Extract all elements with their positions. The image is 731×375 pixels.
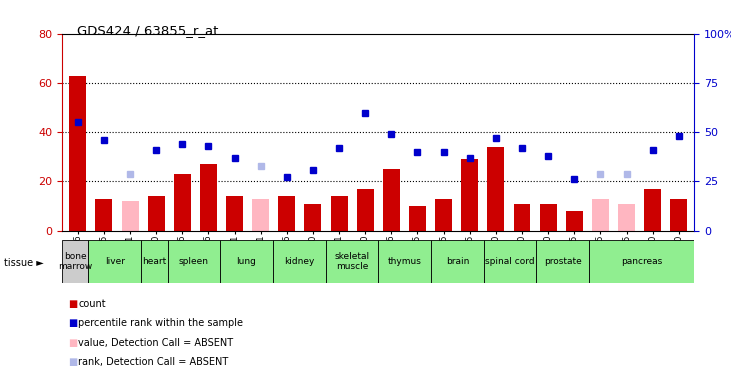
Text: tissue ►: tissue ►	[4, 258, 43, 267]
Text: ■: ■	[68, 299, 77, 309]
Bar	[461, 159, 478, 231]
Bar	[226, 196, 243, 231]
Text: heart: heart	[143, 257, 167, 266]
Bar	[431, 240, 484, 283]
Bar	[167, 240, 220, 283]
Bar	[566, 211, 583, 231]
Bar	[148, 196, 164, 231]
Bar	[252, 199, 269, 231]
Text: brain: brain	[446, 257, 469, 266]
Bar	[121, 201, 139, 231]
Text: ■: ■	[68, 318, 77, 328]
Text: prostate: prostate	[544, 257, 582, 266]
Bar	[488, 147, 504, 231]
Text: ■: ■	[68, 357, 77, 367]
Text: spinal cord: spinal cord	[485, 257, 535, 266]
Bar	[220, 240, 273, 283]
Bar	[305, 204, 322, 231]
Text: pancreas: pancreas	[621, 257, 662, 266]
Text: ■: ■	[68, 338, 77, 348]
Bar	[618, 204, 635, 231]
Text: percentile rank within the sample: percentile rank within the sample	[78, 318, 243, 328]
Bar	[539, 204, 556, 231]
Bar	[589, 240, 694, 283]
Text: kidney: kidney	[284, 257, 314, 266]
Text: count: count	[78, 299, 106, 309]
Bar	[279, 196, 295, 231]
Bar	[537, 240, 589, 283]
Text: liver: liver	[105, 257, 125, 266]
Bar	[96, 199, 113, 231]
Text: GDS424 / 63855_r_at: GDS424 / 63855_r_at	[77, 24, 218, 38]
Bar	[200, 164, 217, 231]
Text: value, Detection Call = ABSENT: value, Detection Call = ABSENT	[78, 338, 233, 348]
Text: bone
marrow: bone marrow	[58, 252, 92, 271]
Bar	[69, 76, 86, 231]
Bar	[435, 199, 452, 231]
Bar	[174, 174, 191, 231]
Bar	[513, 204, 531, 231]
Text: thymus: thymus	[387, 257, 422, 266]
Bar	[325, 240, 379, 283]
Bar	[357, 189, 374, 231]
Bar	[383, 169, 400, 231]
Bar	[484, 240, 537, 283]
Text: lung: lung	[237, 257, 257, 266]
Bar	[141, 240, 167, 283]
Bar	[88, 240, 141, 283]
Bar	[644, 189, 661, 231]
Text: skeletal
muscle: skeletal muscle	[334, 252, 369, 271]
Bar	[592, 199, 609, 231]
Bar	[273, 240, 325, 283]
Bar	[379, 240, 431, 283]
Text: rank, Detection Call = ABSENT: rank, Detection Call = ABSENT	[78, 357, 229, 367]
Bar	[330, 196, 348, 231]
Text: spleen: spleen	[179, 257, 209, 266]
Bar	[409, 206, 426, 231]
Bar	[62, 240, 88, 283]
Bar	[670, 199, 687, 231]
